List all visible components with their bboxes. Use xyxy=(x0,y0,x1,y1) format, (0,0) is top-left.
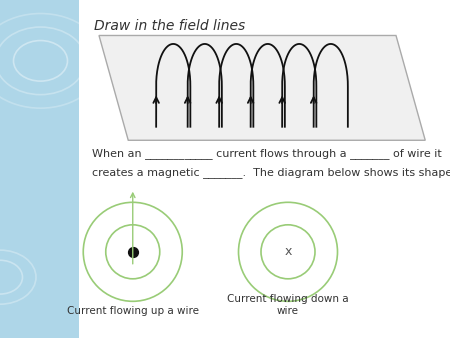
Bar xyxy=(0,0,79,338)
Ellipse shape xyxy=(83,202,182,301)
Polygon shape xyxy=(99,35,425,140)
Text: Current flowing up a wire: Current flowing up a wire xyxy=(67,306,199,316)
Ellipse shape xyxy=(106,225,160,279)
Text: Current flowing down a
wire: Current flowing down a wire xyxy=(227,294,349,316)
Text: creates a magnetic _______.  The diagram below shows its shape: creates a magnetic _______. The diagram … xyxy=(92,167,450,178)
Ellipse shape xyxy=(261,225,315,279)
Text: Draw in the field lines: Draw in the field lines xyxy=(94,19,246,32)
Point xyxy=(129,249,136,255)
Text: When an ____________ current flows through a _______ of wire it: When an ____________ current flows throu… xyxy=(92,148,442,159)
Text: x: x xyxy=(284,245,292,258)
Ellipse shape xyxy=(238,202,338,301)
